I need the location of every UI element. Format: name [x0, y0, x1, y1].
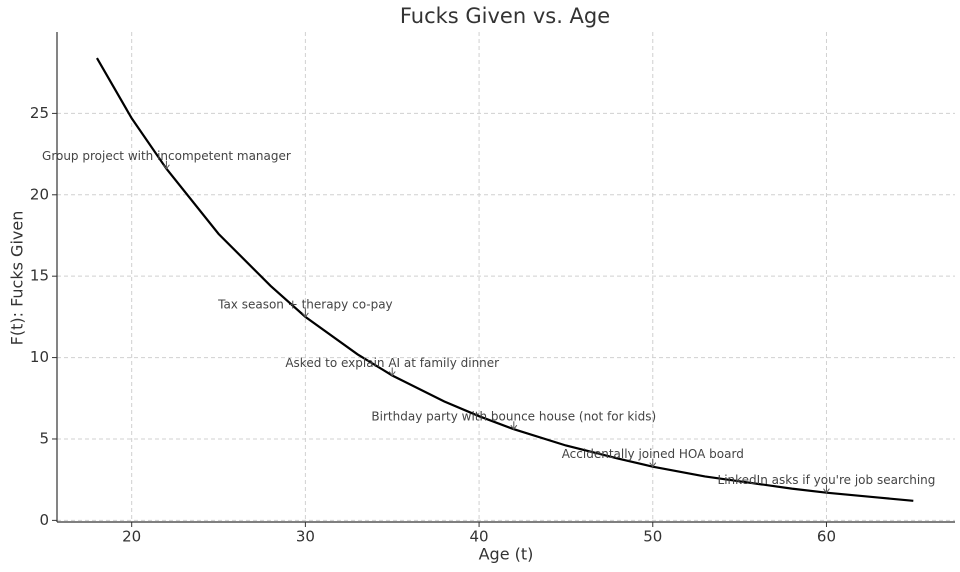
- annotation: Accidentally joined HOA board: [562, 447, 744, 461]
- x-tick-label: 60: [817, 528, 836, 546]
- chart-title: Fucks Given vs. Age: [400, 4, 610, 28]
- y-tick-label: 20: [30, 185, 49, 203]
- x-tick-label: 50: [643, 528, 662, 546]
- annotation-arrow: [649, 458, 657, 468]
- annotation: Group project with incompetent manager: [42, 149, 291, 163]
- annotation: Tax season + therapy co-pay: [217, 297, 393, 311]
- y-tick-label: 5: [39, 429, 49, 447]
- x-axis-label: Age (t): [479, 545, 534, 564]
- x-tick-label: 20: [122, 528, 141, 546]
- x-tick-label: 40: [470, 528, 489, 546]
- y-tick-label: 10: [30, 348, 49, 366]
- annotation-arrow: [823, 484, 830, 494]
- data-line: [95, 57, 914, 502]
- y-axis-label: F(t): Fucks Given: [8, 211, 27, 346]
- y-tick-label: 15: [30, 267, 49, 285]
- annotation-arrow: [510, 421, 518, 431]
- annotation: Asked to explain AI at family dinner: [285, 356, 499, 370]
- x-tick-label: 30: [296, 528, 315, 546]
- annotation: Birthday party with bounce house (not fo…: [371, 410, 656, 424]
- y-tick-label: 25: [30, 104, 49, 122]
- annotation-arrow: [301, 308, 309, 318]
- annotation-arrow: [388, 367, 396, 377]
- annotation: LinkedIn asks if you're job searching: [718, 473, 936, 487]
- y-tick-label: 0: [39, 511, 49, 529]
- annotation-arrow: [163, 160, 170, 170]
